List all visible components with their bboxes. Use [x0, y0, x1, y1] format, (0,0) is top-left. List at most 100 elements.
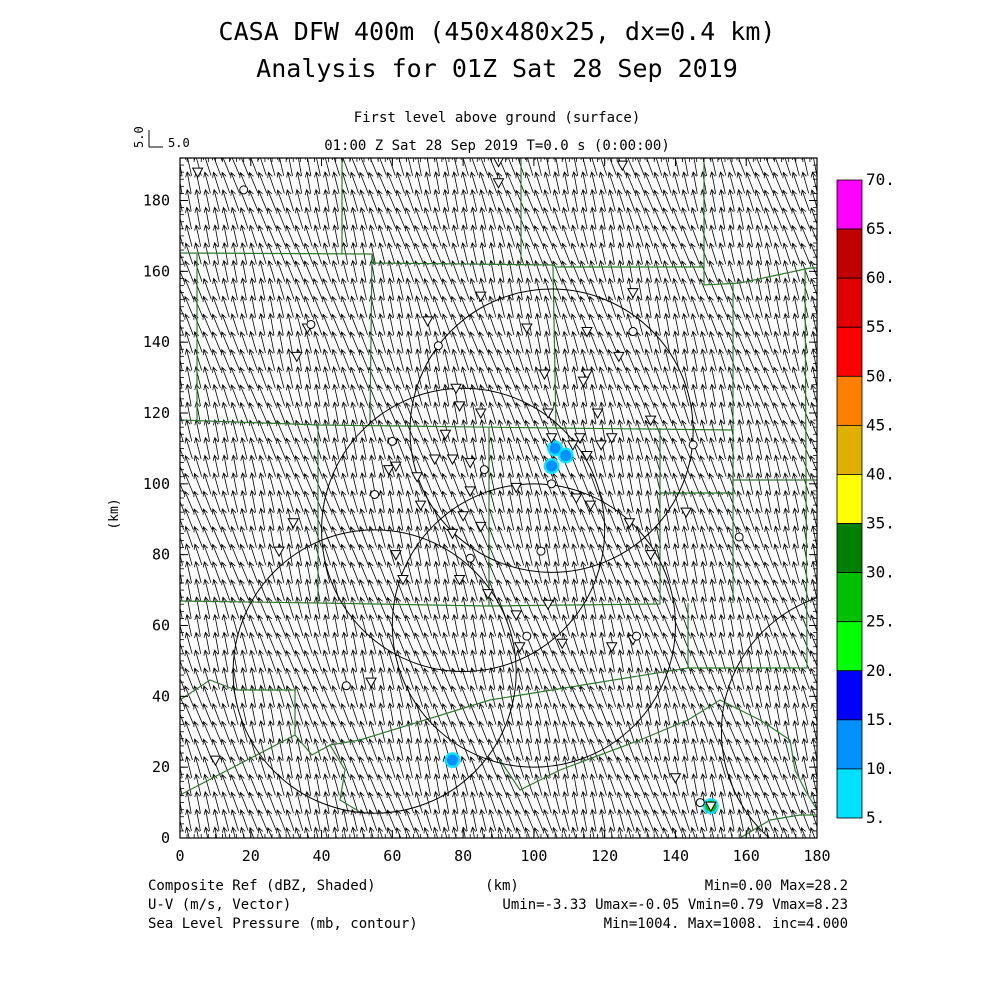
station-triangle — [382, 465, 395, 476]
station-triangle — [591, 408, 604, 420]
county-line — [369, 253, 373, 421]
station-triangle — [290, 351, 303, 363]
colorbar-label: 10. — [866, 759, 895, 778]
station-triangle — [421, 316, 434, 327]
x-axis: 0 20 40 60 80 100 120 140 160 180 — [175, 158, 831, 865]
x-tick-label: 60 — [383, 847, 401, 865]
station-triangle — [446, 528, 459, 540]
station-triangle — [581, 369, 593, 381]
y-tick-label: 100 — [143, 475, 170, 493]
county-line — [687, 699, 817, 811]
station-triangle — [566, 440, 579, 451]
radar-ring — [409, 288, 694, 573]
station-circle — [433, 341, 443, 351]
station-triangle — [411, 472, 423, 483]
reflectivity-cell-core — [560, 450, 572, 461]
station-triangle — [612, 351, 625, 363]
colorbar-label: 40. — [866, 464, 895, 483]
station-triangle — [584, 500, 597, 512]
level-subtitle: First level above ground (surface) — [354, 110, 641, 126]
station-triangle — [474, 291, 487, 303]
station-triangle — [616, 160, 629, 172]
y-tick-label: 180 — [143, 192, 170, 210]
footer-stats-reflectivity: Min=0.00 Max=28.2 — [705, 878, 848, 894]
station-circle — [465, 553, 475, 563]
colorbar-segment — [836, 326, 863, 377]
station-triangle — [605, 642, 618, 653]
reflectivity-cell-core — [549, 442, 561, 454]
station-triangle — [545, 433, 558, 444]
station-circle — [479, 465, 489, 475]
station-triangle — [390, 461, 402, 473]
station-triangle — [273, 546, 285, 558]
chart-title-line1: CASA DFW 400m (450x480x25, dx=0.4 km) — [219, 17, 776, 46]
x-tick-label: 180 — [803, 847, 830, 865]
x-tick-label: 0 — [175, 847, 184, 865]
colorbar-segment — [836, 768, 863, 819]
y-tick-label: 120 — [143, 404, 170, 422]
station-triangle — [510, 482, 523, 494]
colorbar-label: 45. — [866, 415, 895, 434]
colorbar-label: 70. — [866, 170, 895, 189]
vector-key-label: 5.0 — [168, 136, 190, 150]
station-triangle — [605, 433, 618, 444]
station-triangle — [493, 158, 504, 168]
colorbar-label: 20. — [866, 661, 895, 680]
colorbar-segment — [836, 424, 863, 475]
station-triangle — [390, 550, 402, 561]
station-triangle — [680, 507, 692, 519]
station-triangle — [556, 638, 569, 650]
y-tick-label: 160 — [143, 262, 170, 280]
footer-field-wind: U-V (m/s, Vector) — [148, 897, 291, 913]
station-triangle — [542, 599, 554, 611]
county-line — [552, 266, 557, 429]
colorbar-label: 15. — [866, 710, 895, 729]
colorbar-label: 65. — [866, 219, 895, 238]
station-triangle — [457, 511, 469, 522]
station-circle — [695, 798, 705, 808]
station-triangle — [623, 518, 636, 529]
station-triangle — [414, 500, 427, 512]
colorbar-segment — [836, 719, 863, 770]
reflectivity-cell-core — [446, 754, 458, 766]
station-triangle — [446, 454, 459, 466]
station-circle — [239, 185, 249, 195]
reflectivity-cells — [444, 440, 719, 815]
station-triangle — [482, 589, 494, 600]
y-axis-label: (km) — [107, 498, 122, 529]
station-triangle — [581, 451, 593, 462]
colorbar-segment — [836, 474, 863, 524]
station-triangle — [439, 429, 452, 441]
station-triangle — [669, 773, 682, 784]
station-triangle — [464, 486, 477, 497]
station-circle — [387, 436, 397, 446]
county-line — [329, 744, 361, 813]
vector-key-axis-label: 5.0 — [132, 126, 146, 148]
colorbar-label: 5. — [866, 808, 885, 827]
station-triangle — [450, 383, 462, 395]
wind-vector-field — [180, 158, 817, 838]
footer-field-reflectivity: Composite Ref (dBZ, Shaded) — [148, 878, 376, 894]
station-triangle — [581, 327, 593, 338]
station-markers — [191, 158, 744, 813]
vector-key: 5.0 5.0 — [132, 126, 190, 150]
wind-vectors — [180, 158, 817, 838]
y-tick-label: 20 — [152, 758, 170, 776]
footer-stats-pressure: Min=1004. Max=1008. inc=4.000 — [604, 916, 848, 932]
station-triangle — [510, 610, 523, 621]
colorbar-label: 25. — [866, 612, 895, 631]
y-tick-label: 60 — [152, 617, 170, 635]
radar-range-rings — [232, 288, 817, 838]
x-tick-label: 20 — [242, 847, 260, 865]
colorbar-segment — [836, 179, 863, 230]
x-tick-label: 120 — [591, 847, 618, 865]
station-triangle — [474, 408, 487, 420]
station-triangle — [365, 677, 377, 689]
colorbar-segment — [836, 277, 863, 328]
county-line — [703, 267, 817, 286]
colorbar-segment — [836, 375, 863, 426]
x-axis-unit: (km) — [485, 878, 519, 894]
station-circle — [628, 327, 638, 337]
county-line — [294, 667, 689, 756]
